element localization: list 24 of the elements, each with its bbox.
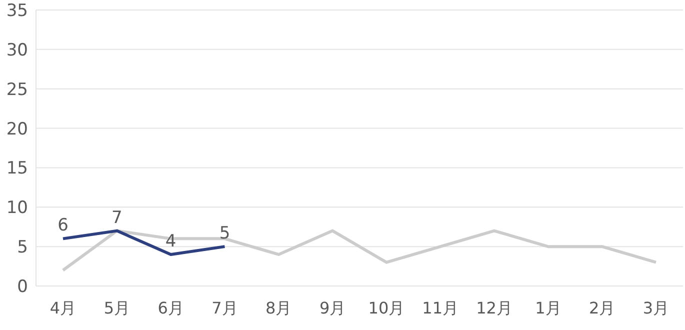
x-tick-label: 7月 <box>212 298 238 318</box>
data-label: 6 <box>58 216 68 236</box>
y-tick-label: 15 <box>6 158 28 179</box>
y-tick-label: 35 <box>6 1 28 22</box>
x-tick-label: 11月 <box>422 298 459 318</box>
data-label: 7 <box>111 208 122 228</box>
y-tick-label: 5 <box>17 238 28 258</box>
x-tick-label: 4月 <box>50 298 76 318</box>
x-tick-label: 8月 <box>266 298 292 318</box>
data-label: 5 <box>219 224 230 244</box>
x-tick-label: 10月 <box>368 298 405 318</box>
y-tick-label: 0 <box>17 277 28 298</box>
x-tick-label: 5月 <box>104 298 130 318</box>
y-tick-label: 20 <box>6 119 28 140</box>
y-tick-label: 10 <box>6 198 28 218</box>
x-tick-label: 1月 <box>535 298 562 318</box>
y-tick-label: 25 <box>6 80 28 100</box>
y-tick-label: 30 <box>6 40 28 60</box>
x-tick-label: 12月 <box>476 298 512 318</box>
x-tick-label: 9月 <box>319 298 346 318</box>
x-tick-label: 6月 <box>158 298 184 318</box>
x-tick-label: 3月 <box>642 298 670 318</box>
x-tick-label: 2月 <box>588 298 616 318</box>
data-label: 4 <box>165 231 176 252</box>
